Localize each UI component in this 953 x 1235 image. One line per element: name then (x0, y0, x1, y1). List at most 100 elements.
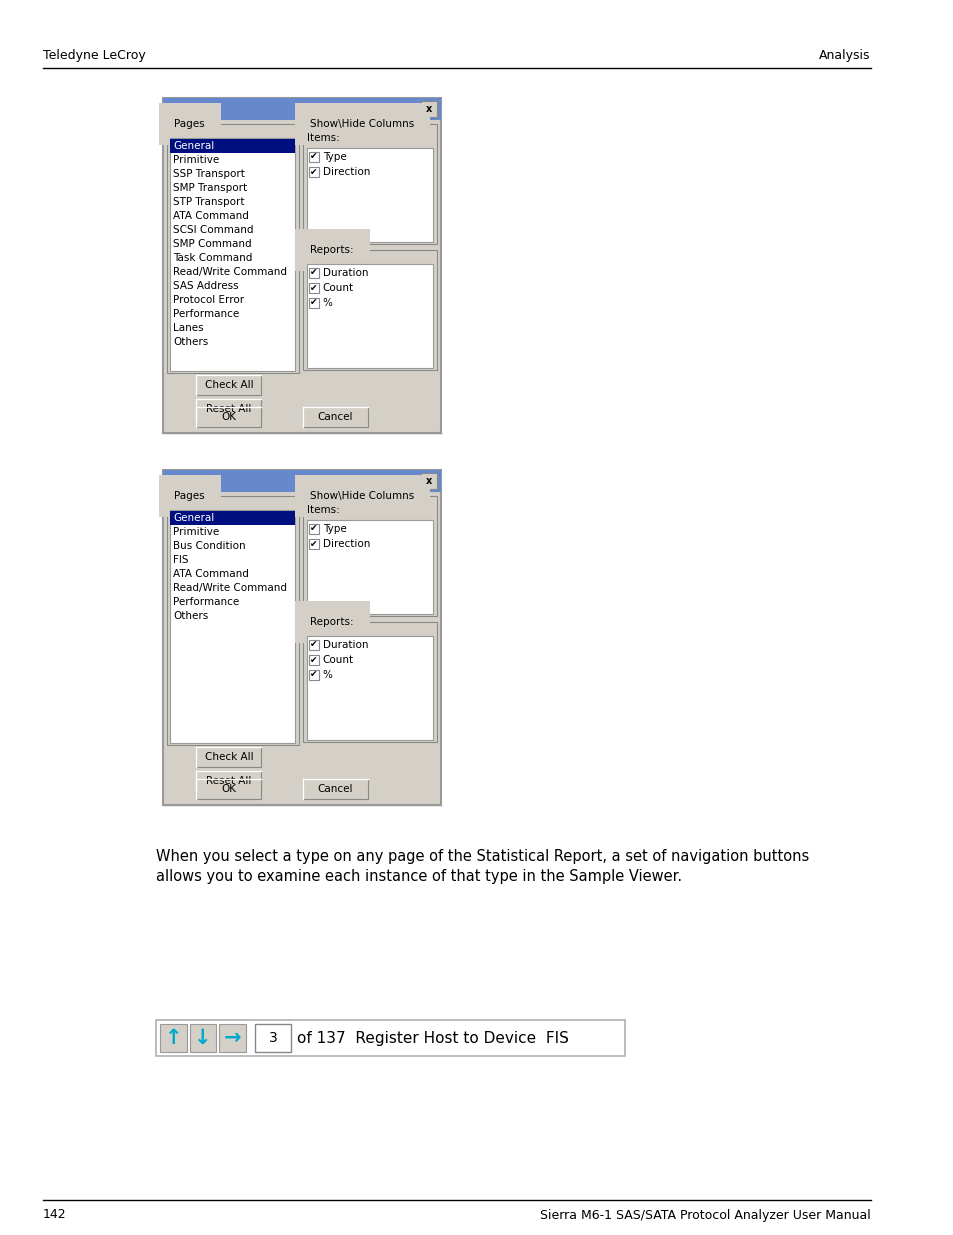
Text: Task Command: Task Command (173, 253, 253, 263)
Text: Pages: Pages (174, 119, 205, 128)
Text: ✔: ✔ (310, 671, 317, 679)
Text: x: x (426, 475, 432, 487)
Text: FIS: FIS (173, 555, 189, 564)
Bar (163, 98, 440, 433)
Text: Others: Others (173, 337, 209, 347)
Bar (302, 408, 368, 427)
Text: Setting: Setting (170, 103, 220, 116)
Bar (171, 510, 294, 743)
Bar (421, 101, 436, 117)
Bar (196, 375, 261, 395)
Bar (156, 1020, 625, 1056)
Text: x: x (426, 104, 432, 114)
Text: ATA Command: ATA Command (173, 569, 249, 579)
Text: allows you to examine each instance of that type in the Sample Viewer.: allows you to examine each instance of t… (156, 869, 681, 884)
Bar (306, 520, 433, 614)
Text: Primitive: Primitive (173, 527, 219, 537)
Text: ✔: ✔ (310, 168, 317, 177)
Text: Duration: Duration (322, 268, 368, 278)
Text: ✔: ✔ (310, 268, 317, 278)
Bar (302, 249, 436, 370)
Bar (309, 268, 318, 278)
Text: Setting: Setting (170, 474, 220, 488)
Text: 142: 142 (43, 1209, 67, 1221)
Bar (309, 538, 318, 550)
Bar (309, 283, 318, 293)
Bar (167, 496, 298, 745)
Bar (302, 779, 368, 799)
Bar (196, 408, 261, 427)
Text: Performance: Performance (173, 309, 239, 319)
Text: ✔: ✔ (310, 656, 317, 664)
Text: SMP Transport: SMP Transport (173, 183, 247, 193)
Bar (163, 98, 440, 120)
Text: Pages: Pages (174, 492, 205, 501)
Bar (163, 474, 440, 488)
Bar (196, 779, 261, 799)
Text: ✔: ✔ (310, 299, 317, 308)
Text: General: General (173, 513, 214, 522)
Text: of 137  Register Host to Device  FIS: of 137 Register Host to Device FIS (296, 1030, 568, 1046)
Text: Count: Count (322, 283, 354, 293)
Text: Reset All: Reset All (206, 404, 252, 414)
Bar (219, 1024, 246, 1052)
Text: SSP Transport: SSP Transport (173, 169, 245, 179)
Bar (254, 1024, 291, 1052)
Text: ↑: ↑ (165, 1028, 182, 1049)
Text: SCSI Command: SCSI Command (173, 225, 253, 235)
Bar (309, 655, 318, 664)
Text: Lanes: Lanes (173, 324, 204, 333)
Text: SMP Command: SMP Command (173, 240, 252, 249)
Bar (163, 471, 440, 805)
Text: Show\Hide Columns: Show\Hide Columns (310, 492, 415, 501)
Bar (306, 264, 433, 368)
Text: ✔: ✔ (310, 284, 317, 293)
Text: Reports:: Reports: (310, 618, 354, 627)
Text: Items:: Items: (306, 133, 339, 143)
Text: Analysis: Analysis (819, 48, 870, 62)
Text: Protocol Error: Protocol Error (173, 295, 244, 305)
Text: Type: Type (322, 524, 346, 534)
Text: ✔: ✔ (310, 152, 317, 162)
Bar (309, 671, 318, 680)
Text: STP Transport: STP Transport (173, 198, 245, 207)
Bar (306, 636, 433, 740)
Bar (163, 471, 440, 492)
Bar (421, 473, 436, 489)
Bar (163, 98, 440, 120)
Text: ✔: ✔ (310, 525, 317, 534)
Text: →: → (224, 1028, 241, 1049)
Text: Cancel: Cancel (317, 784, 353, 794)
Text: %: % (322, 671, 333, 680)
Bar (160, 1024, 187, 1052)
Text: ATA Command: ATA Command (173, 211, 249, 221)
Bar (167, 124, 298, 373)
Text: Count: Count (322, 655, 354, 664)
Text: 3: 3 (269, 1031, 277, 1045)
Text: Bus Condition: Bus Condition (173, 541, 246, 551)
Text: Duration: Duration (322, 640, 368, 650)
Text: Check All: Check All (204, 380, 253, 390)
Text: Cancel: Cancel (317, 412, 353, 422)
Bar (309, 167, 318, 177)
Bar (171, 511, 294, 525)
Text: Items:: Items: (306, 505, 339, 515)
Text: Read/Write Command: Read/Write Command (173, 583, 287, 593)
Bar (190, 1024, 216, 1052)
Text: General: General (173, 141, 214, 151)
Bar (163, 471, 440, 492)
Bar (196, 747, 261, 767)
Text: ↓: ↓ (194, 1028, 212, 1049)
Bar (306, 148, 433, 242)
Text: ✔: ✔ (310, 540, 317, 548)
Text: Others: Others (173, 611, 209, 621)
Text: Teledyne LeCroy: Teledyne LeCroy (43, 48, 146, 62)
Bar (302, 622, 436, 742)
Text: Direction: Direction (322, 538, 370, 550)
Text: %: % (322, 298, 333, 308)
Bar (163, 103, 440, 116)
Bar (309, 640, 318, 650)
Bar (171, 138, 294, 370)
Text: Sierra M6-1 SAS/SATA Protocol Analyzer User Manual: Sierra M6-1 SAS/SATA Protocol Analyzer U… (539, 1209, 870, 1221)
Text: Type: Type (322, 152, 346, 162)
